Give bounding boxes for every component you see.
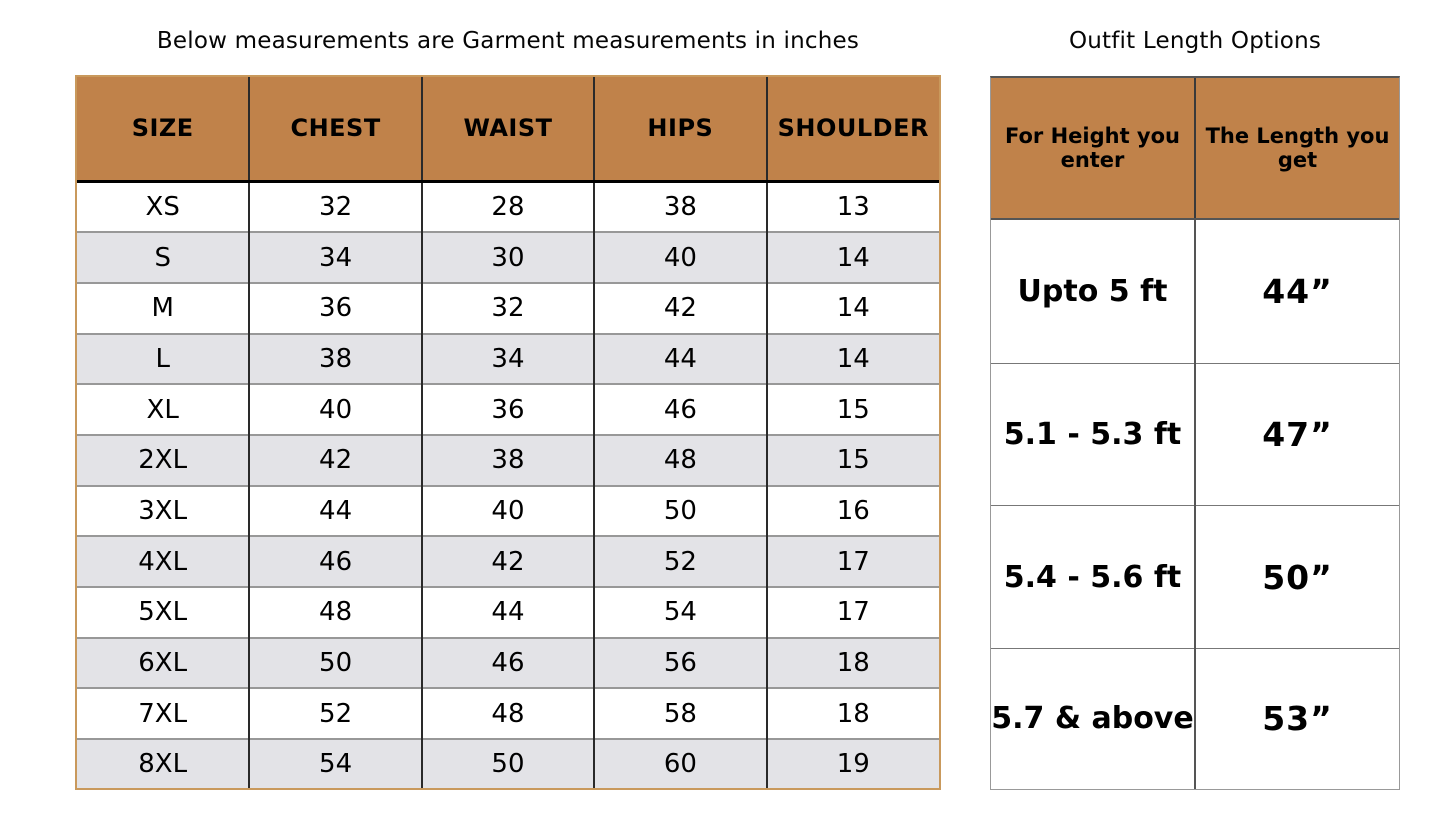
size-table-cell-r1-c3: 40	[594, 231, 768, 284]
size-table-cell-r9-c4: 18	[766, 636, 939, 689]
size-table-cell-r9-c3: 56	[594, 636, 768, 689]
size-table-cell-r11-c0: 8XL	[77, 737, 251, 788]
length-table-header-0: For Height you enter	[991, 78, 1196, 220]
size-table-cell-r6-c4: 16	[766, 484, 939, 537]
size-table-cell-r1-c2: 30	[421, 231, 596, 284]
size-table-header-row: SIZE CHEST WAIST HIPS SHOULDER	[77, 77, 939, 183]
size-table-cell-r3-c2: 34	[421, 332, 596, 385]
size-table-cell-r9-c2: 46	[421, 636, 596, 689]
size-table-cell-r3-c0: L	[77, 332, 251, 385]
length-table-row-1: 5.1 - 5.3 ft 47”	[991, 362, 1399, 506]
length-table-header-1: The Length you get	[1195, 78, 1399, 220]
length-options-title: Outfit Length Options	[1068, 28, 1322, 54]
size-table-cell-r4-c1: 40	[249, 383, 423, 435]
length-table-header-row: For Height you enter The Length you get	[991, 78, 1399, 220]
size-table-cell-r6-c2: 40	[421, 484, 596, 537]
length-table-cell-r2-c1: 50”	[1195, 505, 1399, 649]
size-table-cell-r3-c4: 14	[766, 332, 939, 385]
length-table-cell-r0-c0: Upto 5 ft	[991, 219, 1196, 364]
size-table-cell-r5-c2: 38	[421, 434, 596, 486]
size-table-cell-r0-c1: 32	[249, 181, 423, 233]
size-table-header-4: SHOULDER	[766, 77, 939, 183]
size-table-cell-r7-c0: 4XL	[77, 535, 251, 587]
size-table-cell-r4-c0: XL	[77, 383, 251, 435]
size-table-header-3: HIPS	[594, 77, 768, 183]
length-table-cell-r1-c0: 5.1 - 5.3 ft	[991, 362, 1196, 506]
size-table-cell-r0-c3: 38	[594, 181, 768, 233]
size-table-cell-r11-c4: 19	[766, 737, 939, 788]
size-table-header-2: WAIST	[421, 77, 596, 183]
size-table-cell-r0-c4: 13	[766, 181, 939, 233]
size-table-cell-r7-c2: 42	[421, 535, 596, 587]
size-table-cell-r9-c0: 6XL	[77, 636, 251, 689]
size-table-row-7: 4XL 46 42 52 17	[77, 535, 939, 587]
size-table-row-6: 3XL 44 40 50 16	[77, 484, 939, 537]
size-table-cell-r1-c1: 34	[249, 231, 423, 284]
length-table-row-3: 5.7 & above 53”	[991, 647, 1399, 789]
size-table-cell-r10-c4: 18	[766, 687, 939, 739]
size-chart-title: Below measurements are Garment measureme…	[156, 28, 860, 54]
size-table-cell-r2-c4: 14	[766, 282, 939, 334]
size-table-cell-r7-c1: 46	[249, 535, 423, 587]
size-table-cell-r4-c2: 36	[421, 383, 596, 435]
size-table-cell-r11-c1: 54	[249, 737, 423, 788]
size-table-cell-r8-c2: 44	[421, 585, 596, 638]
length-options-table: For Height you enter The Length you get Up…	[991, 78, 1399, 789]
size-table-cell-r0-c0: XS	[77, 181, 251, 233]
size-table-cell-r6-c0: 3XL	[77, 484, 251, 537]
length-table-cell-r1-c1: 47”	[1195, 362, 1399, 506]
size-table-cell-r5-c0: 2XL	[77, 434, 251, 486]
size-table-cell-r2-c3: 42	[594, 282, 768, 334]
size-table-cell-r8-c4: 17	[766, 585, 939, 638]
size-table-cell-r4-c3: 46	[594, 383, 768, 435]
size-table-cell-r5-c4: 15	[766, 434, 939, 486]
size-table-cell-r3-c1: 38	[249, 332, 423, 385]
size-table-row-0: XS 32 28 38 13	[77, 181, 939, 233]
size-table-cell-r8-c3: 54	[594, 585, 768, 638]
size-table-cell-r10-c2: 48	[421, 687, 596, 739]
size-table-row-9: 6XL 50 46 56 18	[77, 636, 939, 689]
size-table-row-8: 5XL 48 44 54 17	[77, 585, 939, 638]
length-table-row-0: Upto 5 ft 44”	[991, 219, 1399, 364]
size-table-cell-r3-c3: 44	[594, 332, 768, 385]
size-table-cell-r5-c1: 42	[249, 434, 423, 486]
size-table-cell-r8-c1: 48	[249, 585, 423, 638]
size-table-row-2: M 36 32 42 14	[77, 282, 939, 334]
size-table-cell-r11-c2: 50	[421, 737, 596, 788]
size-table-cell-r1-c0: S	[77, 231, 251, 284]
size-table-header-0: SIZE	[77, 77, 251, 183]
length-table-cell-r3-c0: 5.7 & above	[991, 647, 1196, 789]
size-table-header-1: CHEST	[249, 77, 423, 183]
size-table-cell-r9-c1: 50	[249, 636, 423, 689]
size-table-cell-r10-c3: 58	[594, 687, 768, 739]
size-table-row-4: XL 40 36 46 15	[77, 383, 939, 435]
size-chart-table: SIZE CHEST WAIST HIPS SHOULDER XS 32 28 38 13 S 34 3…	[77, 77, 939, 788]
length-table-cell-r2-c0: 5.4 - 5.6 ft	[991, 505, 1196, 649]
length-table-row-2: 5.4 - 5.6 ft 50”	[991, 505, 1399, 649]
size-table-row-11: 8XL 54 50 60 19	[77, 737, 939, 788]
size-table-row-5: 2XL 42 38 48 15	[77, 434, 939, 486]
size-table-cell-r6-c1: 44	[249, 484, 423, 537]
size-table-cell-r2-c1: 36	[249, 282, 423, 334]
size-table-row-10: 7XL 52 48 58 18	[77, 687, 939, 739]
size-table-cell-r6-c3: 50	[594, 484, 768, 537]
length-table-cell-r0-c1: 44”	[1195, 219, 1399, 364]
size-table-row-1: S 34 30 40 14	[77, 231, 939, 284]
size-chart-table-wrapper: SIZE CHEST WAIST HIPS SHOULDER XS 32 28 38 13 S 34 3…	[75, 75, 941, 790]
size-table-cell-r1-c4: 14	[766, 231, 939, 284]
length-table-cell-r3-c1: 53”	[1195, 647, 1399, 789]
size-table-cell-r10-c0: 7XL	[77, 687, 251, 739]
size-table-cell-r11-c3: 60	[594, 737, 768, 788]
size-table-cell-r2-c0: M	[77, 282, 251, 334]
size-table-cell-r0-c2: 28	[421, 181, 596, 233]
length-options-table-wrapper: For Height you enter The Length you get Up…	[990, 76, 1400, 790]
size-table-cell-r7-c3: 52	[594, 535, 768, 587]
size-table-cell-r7-c4: 17	[766, 535, 939, 587]
size-table-cell-r10-c1: 52	[249, 687, 423, 739]
size-table-cell-r8-c0: 5XL	[77, 585, 251, 638]
size-table-cell-r5-c3: 48	[594, 434, 768, 486]
size-table-cell-r2-c2: 32	[421, 282, 596, 334]
size-table-row-3: L 38 34 44 14	[77, 332, 939, 385]
size-table-cell-r4-c4: 15	[766, 383, 939, 435]
